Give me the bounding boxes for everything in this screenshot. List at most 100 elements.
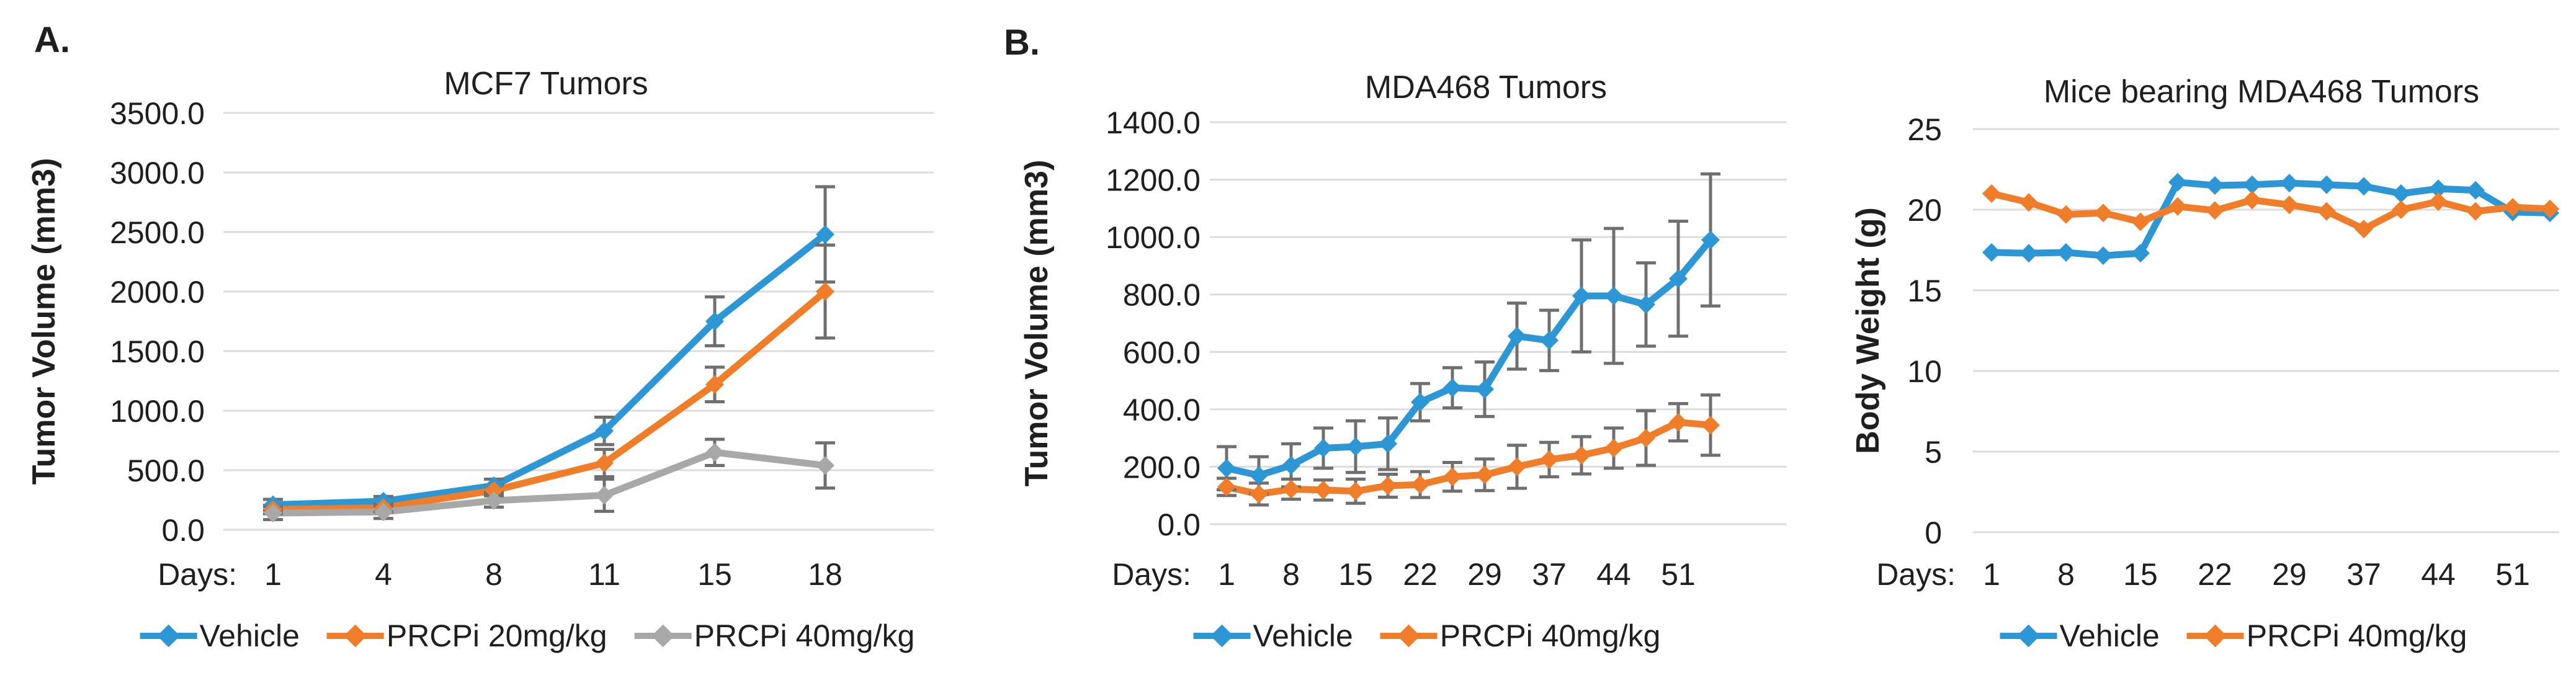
legend-item-vehicle: Vehicle (140, 620, 300, 651)
legend-item-prcpi-40mg-kg: PRCPi 40mg/kg (1380, 620, 1660, 651)
x-tick-label: 1 (1218, 557, 1235, 592)
data-point-marker-prcpi-40mg-kg (1604, 439, 1623, 458)
data-point-marker-vehicle (1250, 466, 1268, 485)
y-tick-label: 25 (1907, 112, 1942, 147)
x-tick-label: 1 (264, 557, 282, 592)
data-point-marker-prcpi-40mg-kg (485, 491, 503, 510)
y-tick-label: 0 (1925, 516, 1942, 550)
x-tick-label: 29 (2272, 557, 2307, 592)
y-tick-label: 600.0 (1123, 335, 1201, 370)
data-point-marker-prcpi-40mg-kg (2206, 201, 2224, 220)
chart-c-y-axis-title: Body Weight (g) (1850, 207, 1886, 454)
data-point-marker-prcpi-40mg-kg (1475, 465, 1494, 484)
legend-item-vehicle: Vehicle (1193, 620, 1353, 651)
data-point-marker-prcpi-40mg-kg (2131, 212, 2150, 231)
legend-line-marker-icon (1380, 624, 1438, 648)
data-point-marker-prcpi-40mg-kg (2019, 193, 2038, 212)
data-point-marker-vehicle (2392, 184, 2410, 203)
y-tick-label: 1000.0 (1106, 220, 1201, 255)
data-point-marker-vehicle (705, 312, 724, 331)
x-tick-label: 44 (1596, 557, 1631, 592)
x-tick-label: 22 (1403, 557, 1438, 592)
data-point-marker-vehicle (2429, 179, 2448, 199)
y-tick-label: 1200.0 (1106, 163, 1201, 198)
legend-diamond-icon (344, 624, 367, 648)
data-point-marker-vehicle (1572, 287, 1591, 306)
data-point-marker-vehicle (1604, 287, 1623, 306)
data-point-marker-vehicle (2317, 175, 2336, 194)
y-tick-label: 400.0 (1123, 393, 1201, 427)
data-point-marker-prcpi-40mg-kg (2317, 202, 2336, 221)
legend-line-marker-icon (2186, 624, 2244, 648)
data-point-marker-prcpi-20mg-kg (485, 481, 503, 500)
data-point-marker-prcpi-40mg-kg (2168, 197, 2187, 216)
x-tick-label: 29 (1467, 557, 1502, 592)
data-point-marker-vehicle (2243, 175, 2261, 194)
series-line-vehicle (1223, 236, 1714, 479)
data-point-marker-prcpi-20mg-kg (816, 282, 834, 301)
data-point-marker-prcpi-40mg-kg (374, 502, 393, 522)
data-point-marker-prcpi-40mg-kg (2094, 203, 2113, 223)
data-point-marker-vehicle (2280, 174, 2299, 193)
y-tick-label: 2500.0 (110, 215, 205, 250)
data-point-marker-prcpi-40mg-kg (1314, 480, 1333, 499)
data-point-marker-vehicle (1282, 456, 1300, 475)
data-point-marker-prcpi-40mg-kg (1217, 477, 1236, 496)
data-point-marker-vehicle (1443, 378, 1462, 398)
legend-label: Vehicle (199, 618, 300, 653)
data-point-marker-prcpi-40mg-kg (1508, 457, 1526, 476)
x-tick-label: 8 (1282, 557, 1300, 592)
data-point-marker-vehicle (1982, 243, 2001, 262)
legend-line-marker-icon (326, 624, 384, 648)
legend-diamond-icon (2204, 624, 2227, 648)
x-tick-label: 51 (1661, 557, 1696, 592)
data-point-marker-vehicle (595, 421, 614, 440)
legend-diamond-icon (157, 624, 181, 648)
data-point-marker-prcpi-40mg-kg (2541, 199, 2559, 218)
data-point-marker-prcpi-40mg-kg (1282, 480, 1300, 499)
y-tick-label: 1400.0 (1106, 105, 1201, 140)
data-point-marker-prcpi-40mg-kg (1701, 416, 1720, 435)
chart-a-y-axis-title: Tumor Volume (mm3) (26, 158, 62, 485)
chart-c-plot-area: 0 5 10 15 20 25 1 8 15 22 29 37 44 51 (1907, 112, 2559, 592)
x-tick-label: 37 (2346, 557, 2381, 592)
data-point-marker-prcpi-40mg-kg (1250, 484, 1268, 504)
x-tick-label: 8 (485, 557, 503, 592)
y-tick-label: 800.0 (1123, 278, 1201, 313)
legend-label: PRCPi 40mg/kg (2246, 618, 2467, 653)
data-point-marker-vehicle (1346, 437, 1365, 457)
x-tick-label: 11 (588, 557, 620, 592)
legend-line-marker-icon (140, 624, 197, 648)
legend-diamond-icon (1397, 624, 1421, 648)
y-tick-label: 3500.0 (110, 96, 205, 131)
chart-a-title: MCF7 Tumors (444, 66, 648, 102)
data-point-marker-vehicle (2057, 243, 2075, 262)
data-point-marker-vehicle (1379, 434, 1397, 453)
data-point-marker-prcpi-40mg-kg (1411, 475, 1429, 494)
chart-a-mcf7: MCF7 Tumors Tumor Volume (mm3) Days: 0.0… (26, 66, 934, 592)
chart-c-body-weight: Mice bearing MDA468 Tumors Body Weight (… (1850, 74, 2559, 592)
y-tick-label: 500.0 (127, 453, 205, 488)
legend-label: Vehicle (2059, 618, 2160, 653)
y-tick-label: 20 (1907, 193, 1942, 228)
x-tick-label: 51 (2495, 557, 2530, 592)
data-point-marker-prcpi-40mg-kg (2429, 192, 2448, 211)
chart-b-plot-area: 0.0 200.0 400.0 600.0 800.0 1000.0 1200.0 1400.… (1106, 105, 1787, 592)
chart-b-title: MDA468 Tumors (1365, 69, 1607, 105)
legend-diamond-icon (1210, 624, 1233, 648)
data-point-marker-prcpi-40mg-kg (264, 504, 282, 523)
legend-line-marker-icon (634, 624, 692, 648)
legend-diamond-icon (651, 624, 675, 648)
data-point-marker-vehicle (1411, 393, 1429, 412)
data-point-marker-vehicle (1540, 331, 1559, 350)
chart-c-title: Mice bearing MDA468 Tumors (2044, 74, 2479, 110)
data-point-marker-prcpi-40mg-kg (1443, 467, 1462, 486)
x-tick-label: 8 (2057, 557, 2075, 592)
x-tick-label: 37 (1532, 557, 1567, 592)
x-tick-label: 4 (375, 557, 392, 592)
y-tick-label: 3000.0 (110, 156, 205, 190)
data-point-marker-prcpi-20mg-kg (595, 453, 614, 473)
legend-mcf7-tumors: Vehicle PRCPi 20mg/kg PRCPi 40mg/kg (140, 620, 915, 651)
x-tick-label: 15 (1338, 557, 1373, 592)
